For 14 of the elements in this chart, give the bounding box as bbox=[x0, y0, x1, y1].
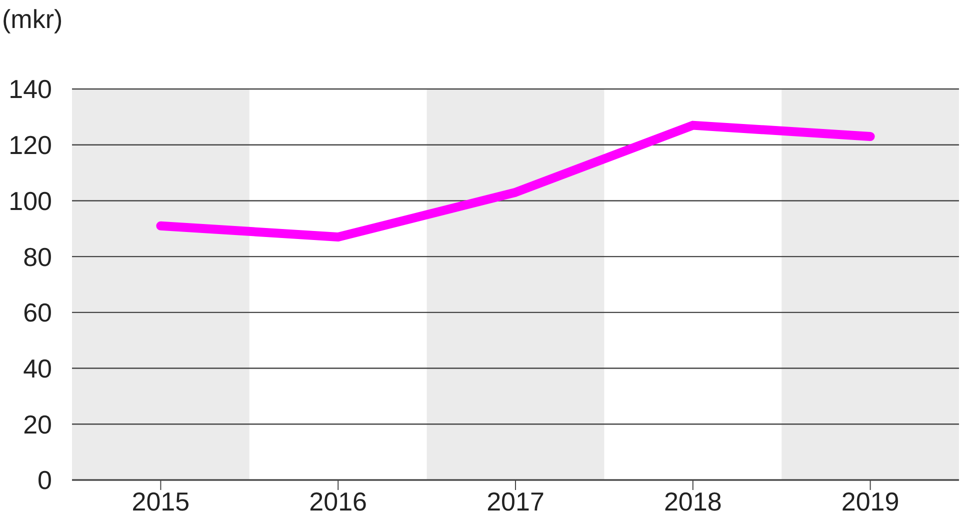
x-tick-label: 2017 bbox=[486, 486, 544, 516]
x-tick-label: 2016 bbox=[309, 486, 368, 516]
y-tick-label: 120 bbox=[8, 130, 52, 160]
y-tick-label: 60 bbox=[23, 298, 52, 328]
y-tick-label: 140 bbox=[8, 74, 52, 104]
y-tick-label: 80 bbox=[23, 242, 52, 272]
y-tick-label: 0 bbox=[38, 465, 52, 496]
x-tick-label: 2018 bbox=[664, 486, 722, 516]
x-tick-label: 2015 bbox=[132, 486, 190, 516]
x-tick-label: 2019 bbox=[841, 486, 900, 516]
y-tick-label: 40 bbox=[23, 354, 52, 384]
y-tick-label: 100 bbox=[8, 186, 52, 216]
y-axis-title: (mkr) bbox=[2, 4, 63, 35]
y-tick-label: 20 bbox=[23, 409, 52, 440]
